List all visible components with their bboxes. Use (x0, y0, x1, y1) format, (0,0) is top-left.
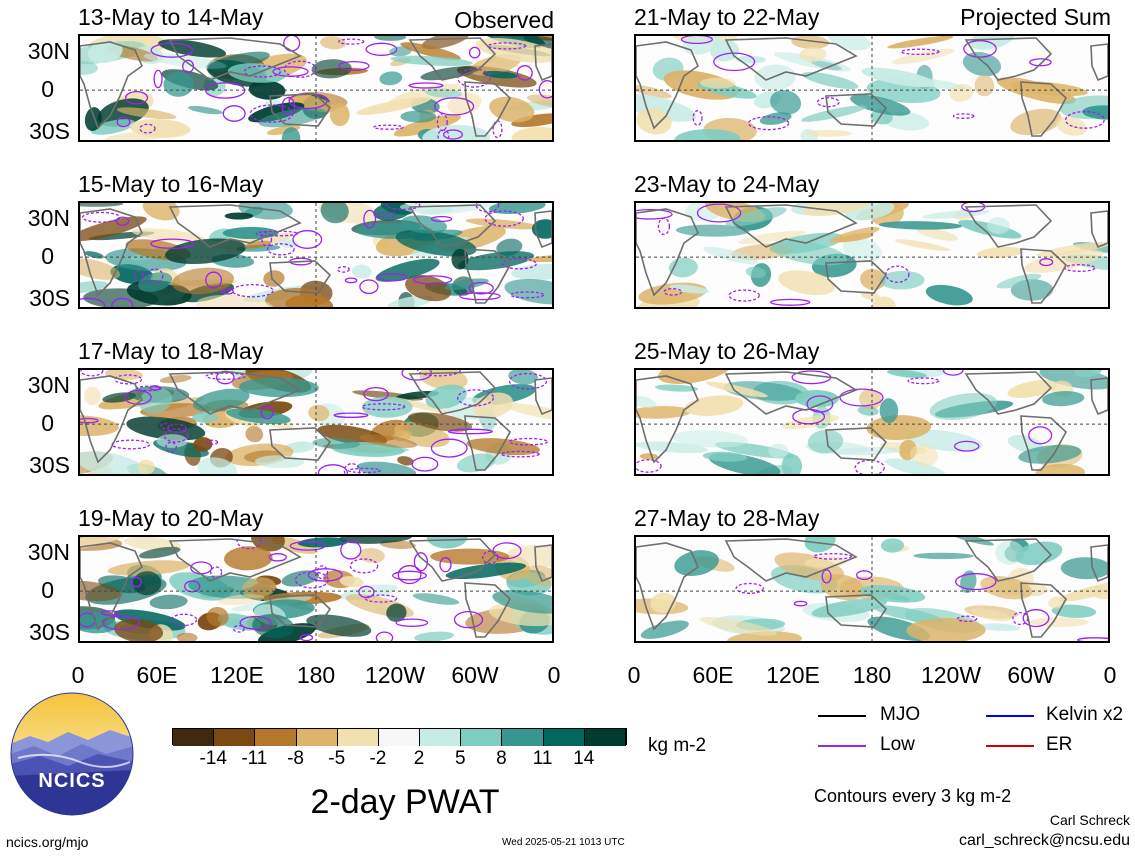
lat-label-30n-3: 30N (10, 372, 70, 399)
lon-label-120w-right: 120W (911, 662, 991, 689)
map-field (636, 537, 1108, 641)
lon-label-120w-left: 120W (355, 662, 435, 689)
map-panel-6 (634, 201, 1110, 309)
lon-label-0-right: 0 (594, 662, 674, 689)
lon-label-60e-left: 60E (117, 662, 197, 689)
map-panel-3 (78, 368, 554, 476)
legend-mjo-line (818, 715, 866, 717)
map-panel-5 (634, 34, 1110, 142)
map-field (80, 36, 552, 140)
map-panel-7 (634, 368, 1110, 476)
map-panel-4 (78, 535, 554, 643)
logo-text: NCICS (10, 770, 134, 793)
colorbar-cell (461, 729, 502, 746)
site-link[interactable]: ncics.org/mjo (6, 834, 88, 850)
lat-label-eq-3: 0 (0, 410, 54, 437)
panel-title-8: 27-May to 28-May (634, 505, 819, 532)
panel-title-1: 13-May to 14-May (78, 4, 263, 31)
map-panel-1 (78, 34, 554, 142)
map-field (636, 36, 1108, 140)
colorbar-cell (214, 729, 255, 746)
colorbar-cell (338, 729, 379, 746)
map-field (80, 370, 552, 474)
author-email[interactable]: carl_schreck@ncsu.edu (880, 832, 1130, 850)
lon-label-120e-right: 120E (753, 662, 833, 689)
lat-label-30s-2: 30S (10, 285, 70, 312)
lon-label-120e-left: 120E (197, 662, 277, 689)
colorbar-cell (379, 729, 420, 746)
colorbar-label: -5 (317, 748, 357, 770)
observed-label: Observed (400, 7, 554, 34)
colorbar-cell (255, 729, 296, 746)
map-field (636, 370, 1108, 474)
colorbar-label: 8 (481, 748, 521, 770)
panel-title-4: 19-May to 20-May (78, 505, 263, 532)
colorbar-label: -11 (234, 748, 274, 770)
panel-title-7: 25-May to 26-May (634, 338, 819, 365)
colorbar-units: kg m-2 (648, 735, 706, 757)
lon-label-60w-right: 60W (991, 662, 1071, 689)
lon-label-60w-left: 60W (435, 662, 515, 689)
colorbar (172, 728, 627, 745)
ncics-logo[interactable]: NCICS (10, 692, 134, 816)
panel-title-3: 17-May to 18-May (78, 338, 263, 365)
colorbar-label: 5 (440, 748, 480, 770)
author: Carl Schreck (900, 812, 1130, 828)
lon-label-0-end-right: 0 (1070, 662, 1135, 689)
map-panel-8 (634, 535, 1110, 643)
lat-label-30s-4: 30S (10, 619, 70, 646)
chart-title: 2-day PWAT (300, 783, 510, 822)
lon-label-0-left: 0 (38, 662, 118, 689)
contour-note: Contours every 3 kg m-2 (814, 786, 1011, 807)
lat-label-30n-2: 30N (10, 205, 70, 232)
panel-title-2: 15-May to 16-May (78, 171, 263, 198)
lon-label-180-right: 180 (832, 662, 912, 689)
panel-title-5: 21-May to 22-May (634, 4, 819, 31)
colorbar-cell (502, 729, 543, 746)
map-field (636, 203, 1108, 307)
lat-label-eq-2: 0 (0, 243, 54, 270)
legend-kelvin-label: Kelvin x2 (1046, 704, 1123, 726)
lat-label-30n-4: 30N (10, 539, 70, 566)
legend-low-line (818, 745, 866, 747)
lat-label-30s-3: 30S (10, 452, 70, 479)
legend-er-label: ER (1046, 734, 1072, 756)
projected-sum-label: Projected Sum (880, 4, 1111, 31)
lat-label-30n-1: 30N (10, 38, 70, 65)
legend-kelvin-line (986, 715, 1034, 717)
lat-label-30s-1: 30S (10, 118, 70, 145)
map-field (80, 203, 552, 307)
colorbar-cell (173, 729, 214, 746)
map-panel-2 (78, 201, 554, 309)
legend-mjo-label: MJO (880, 704, 920, 726)
lon-label-0-end-left: 0 (514, 662, 594, 689)
legend-low-label: Low (880, 734, 915, 756)
colorbar-label: -2 (358, 748, 398, 770)
colorbar-label: -14 (193, 748, 233, 770)
map-field (80, 537, 552, 641)
lat-label-eq-4: 0 (0, 577, 54, 604)
colorbar-label: 2 (399, 748, 439, 770)
colorbar-cell (420, 729, 461, 746)
colorbar-label: -8 (276, 748, 316, 770)
colorbar-cell (585, 729, 626, 746)
colorbar-label: 14 (564, 748, 604, 770)
colorbar-cell (544, 729, 585, 746)
timestamp: Wed 2025-05-21 1013 UTC (502, 837, 625, 848)
lon-label-60e-right: 60E (673, 662, 753, 689)
legend-er-line (986, 745, 1034, 747)
colorbar-label: 11 (523, 748, 563, 770)
colorbar-cell (297, 729, 338, 746)
lat-label-eq-1: 0 (0, 76, 54, 103)
lon-label-180-left: 180 (276, 662, 356, 689)
panel-title-6: 23-May to 24-May (634, 171, 819, 198)
